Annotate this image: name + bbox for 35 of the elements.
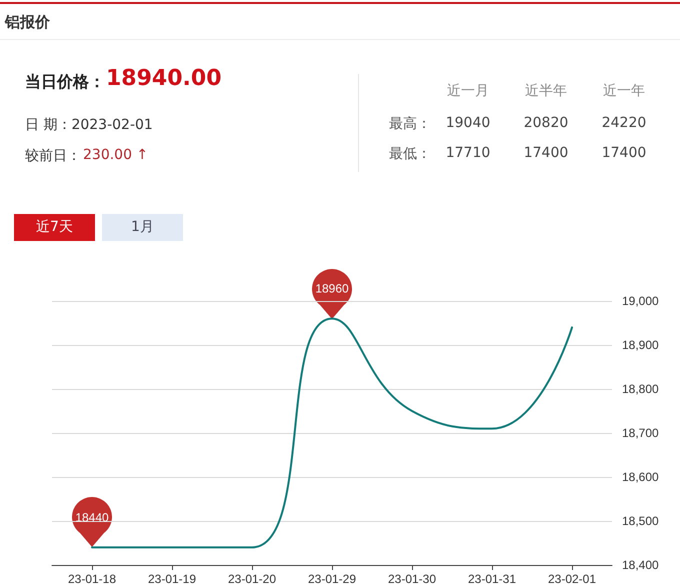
- text: 20820: [524, 115, 568, 131]
- x-tick-label: 23-01-29: [308, 572, 356, 586]
- y-tick-label: 18,400: [622, 558, 660, 572]
- y-tick-label: 18,500: [622, 514, 660, 528]
- text: 当日价格：: [25, 72, 105, 93]
- y-tick-label: 19,000: [622, 294, 660, 308]
- text: 18940.00: [106, 66, 222, 91]
- data-label: 18440: [75, 510, 110, 524]
- text: 近半年: [525, 82, 567, 100]
- x-tick-label: 23-01-31: [468, 572, 516, 586]
- x-tick-label: 23-01-30: [388, 572, 436, 586]
- y-tick-label: 18,600: [622, 470, 660, 484]
- text: 17400: [524, 145, 568, 161]
- tab-button: 1月: [102, 214, 183, 241]
- text: 较前日：: [25, 147, 81, 165]
- text: 230.00 ↑: [83, 147, 148, 163]
- text: 24220: [602, 115, 646, 131]
- x-tick-label: 23-01-19: [148, 572, 196, 586]
- text: 17400: [602, 145, 646, 161]
- y-tick-label: 18,800: [622, 382, 660, 396]
- text: 日 期：2023-02-01: [25, 116, 153, 134]
- text: 近一月: [447, 82, 489, 100]
- text: 最低：: [389, 145, 431, 163]
- text: 19040: [446, 115, 490, 131]
- chart-title: 铝报价: [5, 13, 50, 32]
- x-tick-label: 23-02-01: [548, 572, 596, 586]
- y-tick-label: 18,900: [622, 338, 660, 352]
- text: 最高：: [389, 115, 431, 133]
- tab-button: 近7天: [14, 214, 95, 241]
- x-tick-label: 23-01-18: [68, 572, 116, 586]
- x-tick-label: 23-01-20: [228, 572, 276, 586]
- text: 17710: [446, 145, 490, 161]
- y-tick-label: 18,700: [622, 426, 660, 440]
- text: 近一年: [603, 82, 645, 100]
- data-label: 18960: [315, 282, 350, 296]
